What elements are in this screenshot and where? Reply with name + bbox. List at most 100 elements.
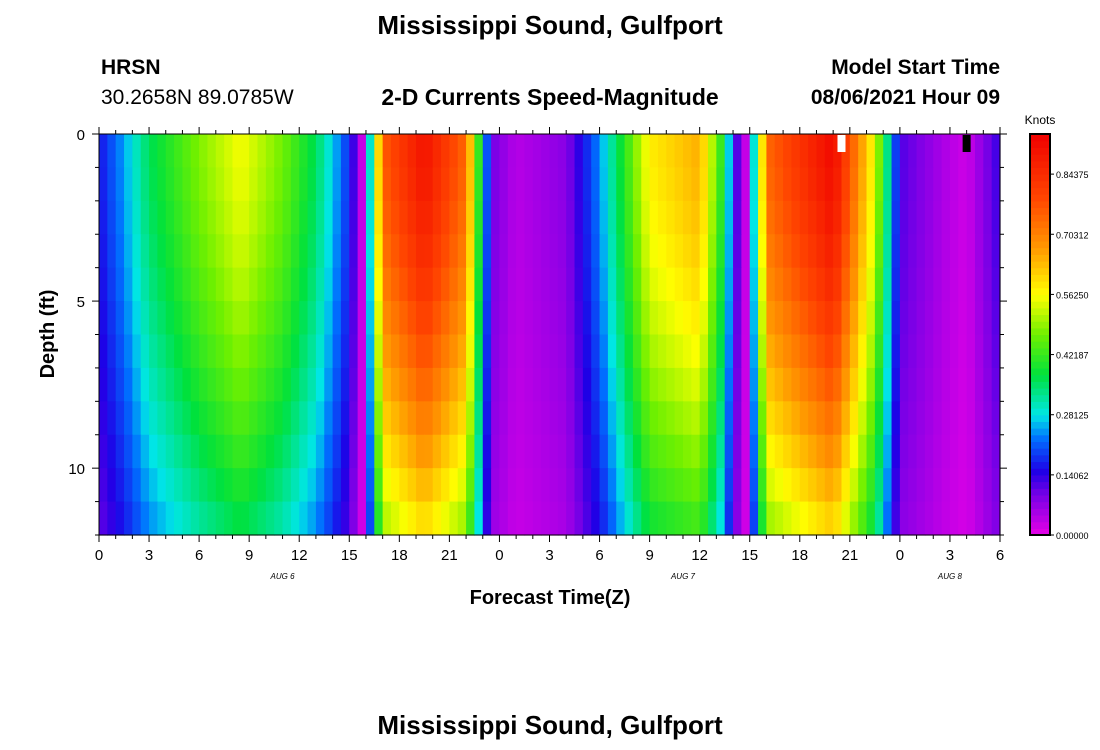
heatmap-cell xyxy=(149,434,158,469)
heatmap-cell xyxy=(441,401,450,436)
heatmap-cell xyxy=(908,401,918,436)
heatmap-cell xyxy=(124,134,133,169)
heatmap-cell xyxy=(774,334,784,369)
heatmap-cell xyxy=(274,468,284,503)
heatmap-cell xyxy=(916,468,926,503)
heatmap-cell xyxy=(557,334,567,369)
heatmap-cell xyxy=(240,367,250,402)
heatmap-cell xyxy=(866,401,876,436)
heatmap-cell xyxy=(616,401,626,436)
heatmap-cell xyxy=(149,167,158,202)
heatmap-cell xyxy=(699,200,709,235)
heatmap-cell xyxy=(416,200,425,235)
heatmap-cell xyxy=(240,301,250,336)
heatmap-cell xyxy=(824,200,834,235)
heatmap-cell xyxy=(257,367,267,402)
heatmap-cell xyxy=(340,401,350,436)
heatmap-cell xyxy=(190,434,200,469)
heatmap-cell xyxy=(582,401,592,436)
heatmap-cell xyxy=(466,234,476,269)
heatmap-cell xyxy=(708,134,717,169)
heatmap-cell xyxy=(466,134,476,169)
heatmap-cell xyxy=(816,267,826,302)
heatmap-cell xyxy=(858,334,868,369)
heatmap-cell xyxy=(657,234,667,269)
colorbar-segment xyxy=(1030,488,1050,496)
heatmap-cell xyxy=(566,468,576,503)
heatmap-cell xyxy=(524,367,534,402)
heatmap-cell xyxy=(124,200,133,235)
heatmap-cell xyxy=(249,367,259,402)
heatmap-cell xyxy=(599,134,609,169)
heatmap-cell xyxy=(641,167,651,202)
heatmap-cell xyxy=(691,134,701,169)
heatmap-cell xyxy=(733,167,742,202)
heatmap-cell xyxy=(282,301,292,336)
colorbar-segment xyxy=(1030,267,1050,275)
heatmap-cell xyxy=(624,434,634,469)
heatmap-cell xyxy=(299,334,309,369)
heatmap-cell xyxy=(699,167,709,202)
heatmap-cell xyxy=(174,501,184,536)
x-tick-label: 3 xyxy=(145,547,153,564)
heatmap-cell xyxy=(691,501,701,536)
heatmap-cell xyxy=(758,334,767,369)
colorbar-segment xyxy=(1030,461,1050,469)
heatmap-cell xyxy=(190,234,200,269)
heatmap-cell xyxy=(908,200,918,235)
heatmap-cell xyxy=(699,267,709,302)
heatmap-cell xyxy=(132,134,142,169)
heatmap-cell xyxy=(674,334,684,369)
heatmap-cell xyxy=(791,434,801,469)
heatmap-cell xyxy=(607,334,617,369)
heatmap-cell xyxy=(449,434,459,469)
heatmap-cell xyxy=(99,234,108,269)
heatmap-cell xyxy=(574,334,584,369)
heatmap-cell xyxy=(716,301,726,336)
heatmap-cell xyxy=(307,434,317,469)
heatmap-cell xyxy=(582,301,592,336)
heatmap-cell xyxy=(607,267,617,302)
heatmap-cell xyxy=(349,401,359,436)
heatmap-cell xyxy=(783,200,793,235)
heatmap-cell xyxy=(641,434,651,469)
heatmap-cell xyxy=(691,301,701,336)
heatmap-cell xyxy=(824,501,834,536)
heatmap-cell xyxy=(282,367,292,402)
heatmap-cell xyxy=(791,301,801,336)
heatmap-cell xyxy=(824,434,834,469)
heatmap-cell xyxy=(699,434,709,469)
heatmap-cell xyxy=(891,301,901,336)
heatmap-cell xyxy=(791,267,801,302)
heatmap-cell xyxy=(482,234,492,269)
heatmap-cell xyxy=(282,200,292,235)
heatmap-cell xyxy=(783,501,793,536)
heatmap-cell xyxy=(357,468,367,503)
heatmap-cell xyxy=(791,401,801,436)
heatmap-cell xyxy=(365,401,375,436)
colorbar-segment xyxy=(1030,281,1050,289)
heatmap-cell xyxy=(924,501,934,536)
heatmap-cell xyxy=(507,167,517,202)
heatmap-cell xyxy=(632,134,642,169)
heatmap-cell xyxy=(766,200,776,235)
heatmap-cell xyxy=(607,167,617,202)
heatmap-cell xyxy=(299,167,309,202)
heatmap-cell xyxy=(474,468,484,503)
heatmap-cell xyxy=(841,301,851,336)
heatmap-cell xyxy=(390,234,400,269)
heatmap-cell xyxy=(582,367,592,402)
x-tick-label: 6 xyxy=(996,547,1004,564)
heatmap-cell xyxy=(491,367,501,402)
heatmap-cell xyxy=(783,267,793,302)
heatmap-cell xyxy=(324,334,334,369)
colorbar-segment xyxy=(1030,160,1050,169)
heatmap-cell xyxy=(424,334,434,369)
heatmap-cell xyxy=(983,301,993,336)
heatmap-cell xyxy=(165,367,175,402)
heatmap-cell xyxy=(791,234,801,269)
heatmap-cell xyxy=(357,501,367,536)
heatmap-cell xyxy=(474,501,484,536)
heatmap-cell xyxy=(365,334,375,369)
heatmap-cell xyxy=(916,334,926,369)
